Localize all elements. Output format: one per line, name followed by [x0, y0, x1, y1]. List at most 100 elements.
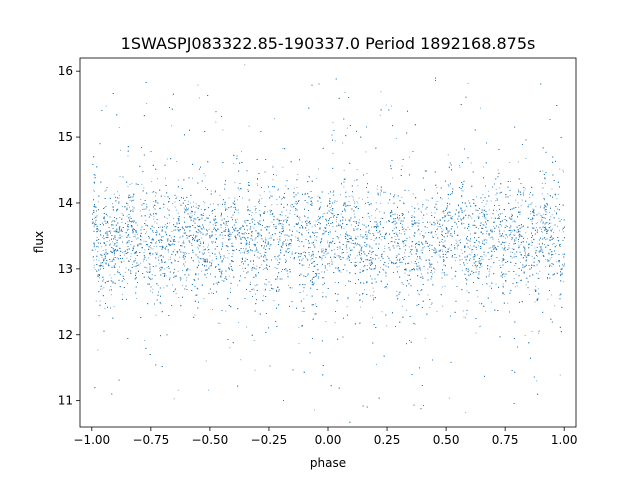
data-point [223, 223, 225, 225]
data-point [496, 198, 498, 199]
data-point [380, 189, 382, 191]
data-point [547, 298, 549, 300]
data-point [163, 206, 165, 208]
data-point [401, 165, 403, 167]
data-point [543, 199, 545, 201]
data-point [188, 200, 190, 202]
data-point [429, 260, 431, 261]
data-point [201, 270, 203, 272]
data-point [555, 245, 557, 247]
data-point [301, 310, 303, 312]
data-point [108, 231, 110, 232]
data-point [109, 243, 111, 245]
data-point [482, 213, 484, 215]
data-point [299, 240, 300, 242]
data-point [246, 233, 247, 235]
data-point [243, 221, 245, 223]
data-point [343, 169, 345, 171]
data-point [315, 232, 316, 234]
data-point [322, 254, 324, 256]
data-point [110, 294, 112, 296]
data-point [346, 231, 347, 233]
data-point [302, 258, 304, 260]
data-point [487, 190, 489, 192]
data-point [534, 301, 536, 303]
data-point [343, 203, 345, 205]
data-point [177, 212, 179, 214]
data-point [488, 273, 490, 275]
data-point [511, 248, 513, 250]
data-point [320, 202, 322, 203]
data-point [276, 199, 278, 200]
data-point [456, 241, 458, 243]
data-point [167, 208, 168, 210]
data-point [409, 156, 410, 158]
data-point [504, 245, 506, 247]
data-point [223, 218, 225, 219]
data-point [447, 184, 449, 185]
data-point [460, 218, 462, 220]
data-point [479, 302, 481, 304]
data-point [373, 297, 374, 299]
data-point [410, 249, 412, 251]
data-point [295, 209, 296, 211]
data-point [457, 246, 458, 248]
data-point [508, 216, 510, 218]
data-point [465, 412, 467, 414]
data-point [511, 239, 513, 240]
data-point [269, 209, 271, 211]
data-point [295, 236, 297, 238]
data-point [525, 253, 526, 255]
data-point [192, 177, 193, 179]
data-point [133, 231, 134, 232]
data-point [366, 265, 368, 266]
data-point [239, 252, 241, 254]
data-point [380, 239, 382, 241]
data-point [166, 267, 168, 268]
data-point [214, 191, 216, 193]
data-point [151, 274, 153, 276]
data-point [153, 227, 155, 228]
data-point [251, 212, 253, 213]
data-point [238, 322, 240, 324]
data-point [476, 196, 477, 198]
data-point [415, 248, 417, 250]
data-point [454, 260, 456, 262]
data-point [559, 245, 560, 247]
data-point [310, 200, 311, 202]
data-point [435, 234, 437, 236]
data-point [144, 249, 146, 251]
data-point [394, 236, 396, 238]
data-point [281, 223, 283, 225]
data-point [371, 263, 373, 265]
data-point [482, 259, 484, 260]
data-point [164, 231, 166, 233]
data-point [281, 225, 283, 227]
data-point [376, 223, 378, 225]
data-point [379, 192, 381, 194]
data-point [421, 212, 422, 213]
data-point [401, 305, 403, 307]
data-point [472, 249, 474, 250]
data-point [345, 284, 346, 286]
data-point [510, 219, 511, 220]
data-point [264, 255, 266, 257]
data-point [332, 152, 334, 154]
data-point [499, 231, 500, 233]
data-point [287, 273, 289, 275]
data-point [304, 216, 306, 218]
data-point [485, 310, 487, 312]
data-point [308, 254, 310, 256]
data-point [354, 257, 356, 259]
data-point [539, 270, 541, 272]
data-point [224, 202, 226, 204]
data-point [536, 380, 538, 382]
data-point [140, 262, 142, 264]
data-point [322, 250, 324, 251]
data-point [157, 284, 159, 286]
data-point [175, 293, 177, 294]
data-point [351, 224, 352, 226]
data-point [318, 215, 319, 217]
data-point [363, 266, 365, 268]
data-point [213, 203, 214, 205]
